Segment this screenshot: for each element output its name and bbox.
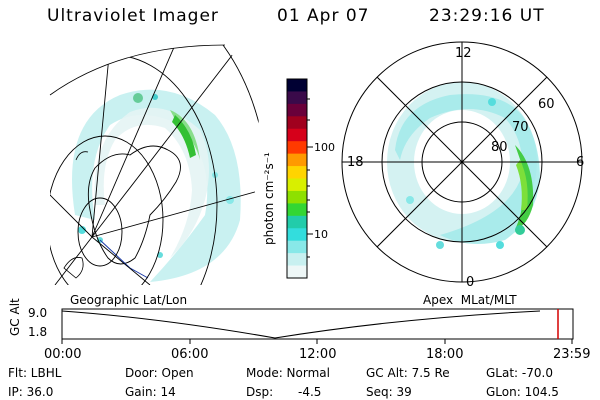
colorbar-band xyxy=(287,166,307,180)
geographic-map xyxy=(50,45,260,285)
timeline-tick-0600: 06:00 xyxy=(171,347,209,362)
colorbar-band xyxy=(287,253,307,267)
mlat-label-60: 60 xyxy=(538,97,555,112)
colorbar-tick-100: 100 xyxy=(314,141,335,154)
mlat-label-80: 80 xyxy=(491,140,508,155)
gain-info: Gain: 14 xyxy=(125,385,176,399)
mlt-label-18: 18 xyxy=(347,155,364,170)
ip-info: IP: 36.0 xyxy=(8,385,54,399)
colorbar-band xyxy=(287,103,307,117)
colorbar-band xyxy=(287,178,307,192)
timeline-tick-2359: 23:59 xyxy=(553,347,591,362)
glon-info: GLon: 104.5 xyxy=(486,385,559,399)
polar-aurora-emission xyxy=(387,82,540,249)
colorbar-band xyxy=(287,79,307,93)
header-date: 01 Apr 07 xyxy=(277,6,370,26)
polar-map xyxy=(341,41,583,283)
header-time: 23:29:16 UT xyxy=(429,6,545,26)
app-title: Ultraviolet Imager xyxy=(47,6,219,26)
gcalt-info: GC Alt: 7.5 Re xyxy=(366,366,450,380)
timeline-tick-1200: 12:00 xyxy=(299,347,337,362)
colorbar-band xyxy=(287,91,307,105)
timeline-tick-1800: 18:00 xyxy=(426,347,464,362)
geo-graticule xyxy=(50,45,260,285)
geo-map-label: Geographic Lat/Lon xyxy=(70,293,188,307)
timeline-y-bottom: 1.8 xyxy=(28,325,48,339)
antarctica-coastline xyxy=(87,145,181,265)
colorbar-band xyxy=(287,116,307,130)
dsp-info-value: -4.5 xyxy=(298,385,322,399)
colorbar-band xyxy=(287,240,307,254)
colorbar-unit-label: photon cm⁻²s⁻¹ xyxy=(262,152,276,245)
glat-info: GLat: -70.0 xyxy=(486,366,553,380)
geo-aurora-emission xyxy=(72,89,241,282)
colorbar-tick-10: 10 xyxy=(314,228,328,241)
filter-info: Flt: LBHL xyxy=(8,366,62,380)
seq-info: Seq: 39 xyxy=(366,385,412,399)
timeline-axis-label: GC Alt xyxy=(8,298,22,336)
colorbar-band xyxy=(287,228,307,242)
polar-map-label: Apex MLat/MLT xyxy=(423,293,517,307)
mlt-label-0: 0 xyxy=(466,275,475,290)
colorbar-band xyxy=(287,265,307,279)
colorbar-band xyxy=(287,215,307,229)
mlt-label-12: 12 xyxy=(455,46,472,61)
colorbar-band xyxy=(287,190,307,204)
mode-info: Mode: Normal xyxy=(246,366,330,380)
mlat-label-70: 70 xyxy=(512,120,529,135)
colorbar-band xyxy=(287,153,307,167)
colorbar-band xyxy=(287,141,307,155)
timeline-y-top: 9.0 xyxy=(28,306,48,320)
colorbar-band xyxy=(287,203,307,217)
altitude-timeline xyxy=(61,308,574,344)
colorbar-band xyxy=(287,128,307,142)
dsp-info-label: Dsp: xyxy=(246,385,274,399)
timeline-tick-0000: 00:00 xyxy=(44,347,82,362)
mlt-label-6: 6 xyxy=(576,155,585,170)
colorbar xyxy=(287,79,307,279)
door-info: Door: Open xyxy=(125,366,194,380)
